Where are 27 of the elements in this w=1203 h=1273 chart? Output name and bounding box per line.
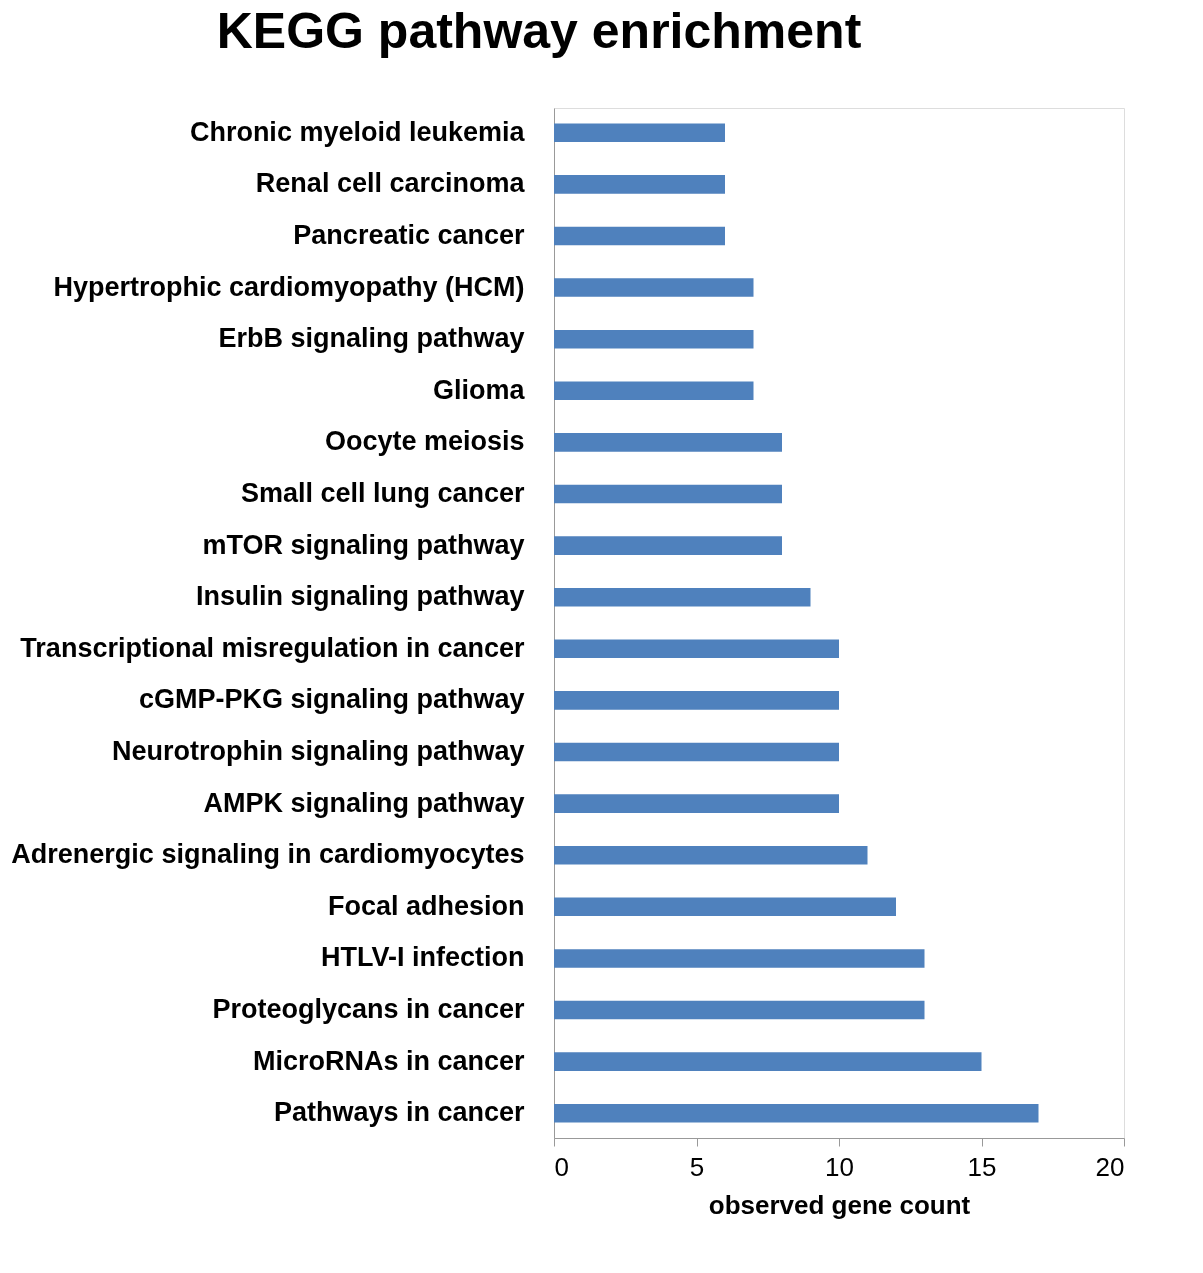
y-tick-label: Glioma (432, 374, 526, 405)
y-tick-label: Focal adhesion (327, 890, 525, 921)
y-tick-label: Pathways in cancer (273, 1097, 525, 1128)
chart-title: KEGG pathway enrichment (216, 3, 862, 59)
y-tick-label: Small cell lung cancer (240, 477, 525, 508)
y-tick-label: Pancreatic cancer (293, 219, 525, 250)
y-tick-label: Proteoglycans in cancer (212, 994, 525, 1025)
x-tick-label: 5 (689, 1151, 705, 1182)
y-tick-label: Transcriptional misregulation in cancer (20, 632, 525, 663)
y-tick-label: ErbB signaling pathway (218, 323, 525, 354)
y-tick-label: HTLV-I infection (321, 942, 525, 973)
y-tick-label: Oocyte meiosis (324, 426, 525, 457)
x-tick-label: 0 (554, 1151, 569, 1182)
y-tick-label: Hypertrophic cardiomyopathy (HCM) (53, 271, 525, 302)
y-tick-label: AMPK signaling pathway (203, 787, 525, 818)
x-tick-label: 20 (1095, 1151, 1125, 1182)
y-tick-label: Neurotrophin signaling pathway (111, 736, 525, 767)
y-tick-label: Adrenergic signaling in cardiomyocytes (11, 839, 525, 870)
y-tick-label: mTOR signaling pathway (202, 529, 525, 560)
x-tick-label: 10 (825, 1151, 854, 1182)
y-tick-label: Insulin signaling pathway (195, 581, 525, 612)
x-axis-title: observed gene count (708, 1189, 971, 1220)
y-tick-label: cGMP-PKG signaling pathway (138, 684, 525, 715)
y-tick-label: Chronic myeloid leukemia (189, 116, 526, 147)
y-tick-label: Renal cell carcinoma (255, 168, 526, 199)
x-tick-label: 15 (967, 1151, 997, 1182)
y-tick-label: MicroRNAs in cancer (252, 1045, 525, 1076)
